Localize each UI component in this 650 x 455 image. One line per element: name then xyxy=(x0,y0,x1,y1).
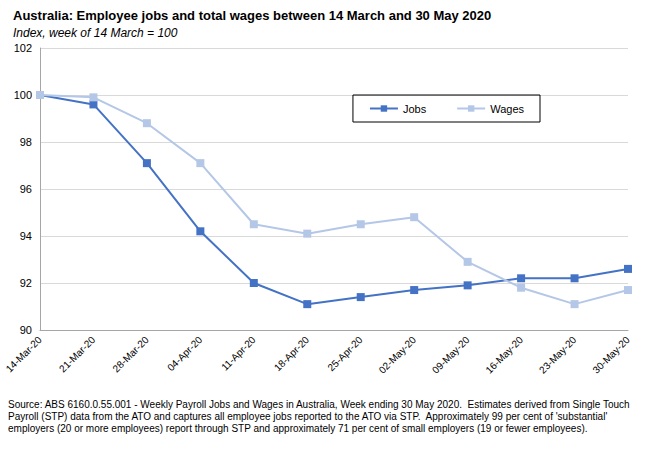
svg-text:11-Apr-20: 11-Apr-20 xyxy=(219,334,258,373)
svg-text:18-Apr-20: 18-Apr-20 xyxy=(272,334,311,373)
svg-text:25-Apr-20: 25-Apr-20 xyxy=(325,334,364,373)
svg-text:23-May-20: 23-May-20 xyxy=(537,334,579,376)
svg-text:92: 92 xyxy=(20,277,32,289)
svg-text:02-May-20: 02-May-20 xyxy=(377,334,419,376)
svg-text:Jobs: Jobs xyxy=(403,103,427,115)
svg-text:28-Mar-20: 28-Mar-20 xyxy=(110,334,151,375)
svg-text:16-May-20: 16-May-20 xyxy=(483,334,525,376)
svg-text:100: 100 xyxy=(14,89,32,101)
svg-text:90: 90 xyxy=(20,324,32,336)
svg-text:04-Apr-20: 04-Apr-20 xyxy=(165,334,204,373)
svg-text:Payroll (STP) data from the AT: Payroll (STP) data from the ATO and capt… xyxy=(8,411,610,422)
svg-text:09-May-20: 09-May-20 xyxy=(430,334,472,376)
svg-text:Source: ABS 6160.0.55.001 - We: Source: ABS 6160.0.55.001 - Weekly Payro… xyxy=(8,399,632,410)
svg-text:94: 94 xyxy=(20,230,32,242)
svg-text:14-Mar-20: 14-Mar-20 xyxy=(4,334,45,375)
svg-text:Index, week of 14 March = 100: Index, week of 14 March = 100 xyxy=(13,26,178,40)
svg-text:96: 96 xyxy=(20,183,32,195)
svg-text:102: 102 xyxy=(14,42,32,54)
svg-text:30-May-20: 30-May-20 xyxy=(590,334,632,376)
svg-text:employers (20 or more employee: employers (20 or more employees) report … xyxy=(8,423,588,434)
svg-text:Australia: Employee jobs and t: Australia: Employee jobs and total wages… xyxy=(13,8,491,23)
svg-text:21-Mar-20: 21-Mar-20 xyxy=(57,334,98,375)
svg-text:98: 98 xyxy=(20,136,32,148)
svg-text:Wages: Wages xyxy=(490,103,524,115)
